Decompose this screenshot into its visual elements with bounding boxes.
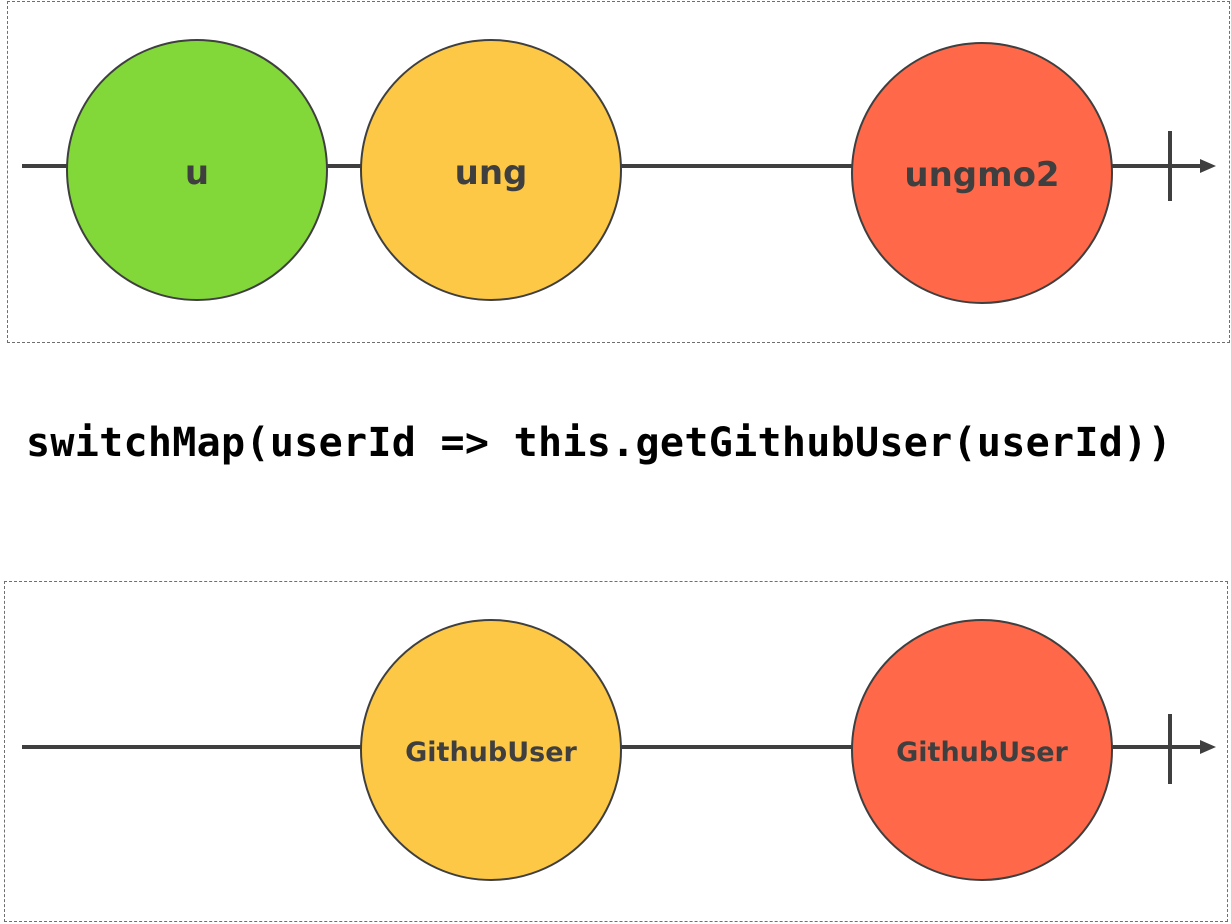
input-marble-1-label: u [185,153,209,193]
input-marble-1: u [66,39,328,301]
input-stream-panel [7,1,1230,343]
input-marble-3-label: ungmo2 [904,155,1059,195]
switchmap-operator-code: switchMap(userId => this.getGithubUser(u… [26,420,1172,466]
input-timeline-arrow-icon [1200,159,1216,173]
output-timeline-arrow-icon [1200,740,1216,754]
output-marble-1: GithubUser [360,619,622,881]
output-stream-panel [4,581,1228,922]
input-marble-2: ung [360,39,622,301]
output-marble-1-label: GithubUser [405,737,577,768]
input-marble-3: ungmo2 [851,42,1113,304]
output-marble-2-label: GithubUser [896,737,1068,768]
input-marble-2-label: ung [455,153,528,193]
output-marble-2: GithubUser [851,619,1113,881]
